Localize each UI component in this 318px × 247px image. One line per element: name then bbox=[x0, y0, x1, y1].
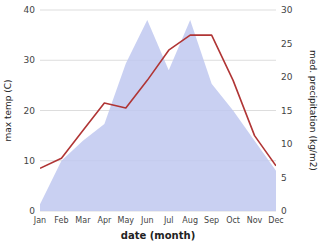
y-tick-label: 0 bbox=[29, 206, 35, 216]
y2-tick-label: 30 bbox=[281, 5, 293, 15]
y-tick-label: 20 bbox=[24, 106, 36, 116]
y2-axis-label: med. precipitation (kg/m2) bbox=[308, 50, 318, 171]
x-tick-label: Nov bbox=[247, 216, 263, 225]
x-tick-label: Sep bbox=[204, 216, 219, 225]
chart: 010203040051015202530JanFebMarAprMayJunJ… bbox=[0, 0, 318, 247]
y-tick-label: 10 bbox=[24, 156, 36, 166]
y-axis-label: max temp (C) bbox=[3, 79, 13, 141]
y2-tick-label: 10 bbox=[281, 139, 293, 149]
x-tick-label: Jun bbox=[140, 216, 154, 225]
y2-axis: 0 5 10 15 20 25 30 bbox=[281, 5, 293, 216]
x-tick-label: Oct bbox=[226, 216, 240, 225]
y2-tick-label: 20 bbox=[281, 72, 293, 82]
y2-tick-label: 5 bbox=[281, 173, 287, 183]
plot-area bbox=[40, 20, 276, 211]
y2-tick-label: 15 bbox=[281, 106, 292, 116]
y-tick-label: 40 bbox=[24, 5, 36, 15]
x-tick-label: Jul bbox=[163, 216, 174, 225]
x-tick-label: Aug bbox=[182, 216, 198, 225]
precipitation-area bbox=[40, 20, 276, 211]
x-tick-label: Apr bbox=[97, 216, 112, 225]
x-tick-label: May bbox=[118, 216, 135, 225]
x-tick-label: Feb bbox=[54, 216, 68, 225]
x-tick-label: Dec bbox=[268, 216, 283, 225]
x-axis-label: date (month) bbox=[121, 230, 195, 241]
y2-tick-label: 25 bbox=[281, 39, 292, 49]
temperature-line bbox=[40, 35, 276, 168]
x-tick-label: Jan bbox=[33, 216, 46, 225]
y2-tick-label: 0 bbox=[281, 206, 287, 216]
grid-line bbox=[40, 10, 276, 11]
x-axis: Jan Feb Mar Apr May Jun Jul Aug Sep Oct Nov Dec bbox=[33, 216, 284, 225]
grid bbox=[40, 10, 276, 211]
x-tick-label: Mar bbox=[75, 216, 91, 225]
y-tick-label: 30 bbox=[24, 55, 36, 65]
y-axis: 0 10 20 30 40 bbox=[24, 5, 36, 216]
